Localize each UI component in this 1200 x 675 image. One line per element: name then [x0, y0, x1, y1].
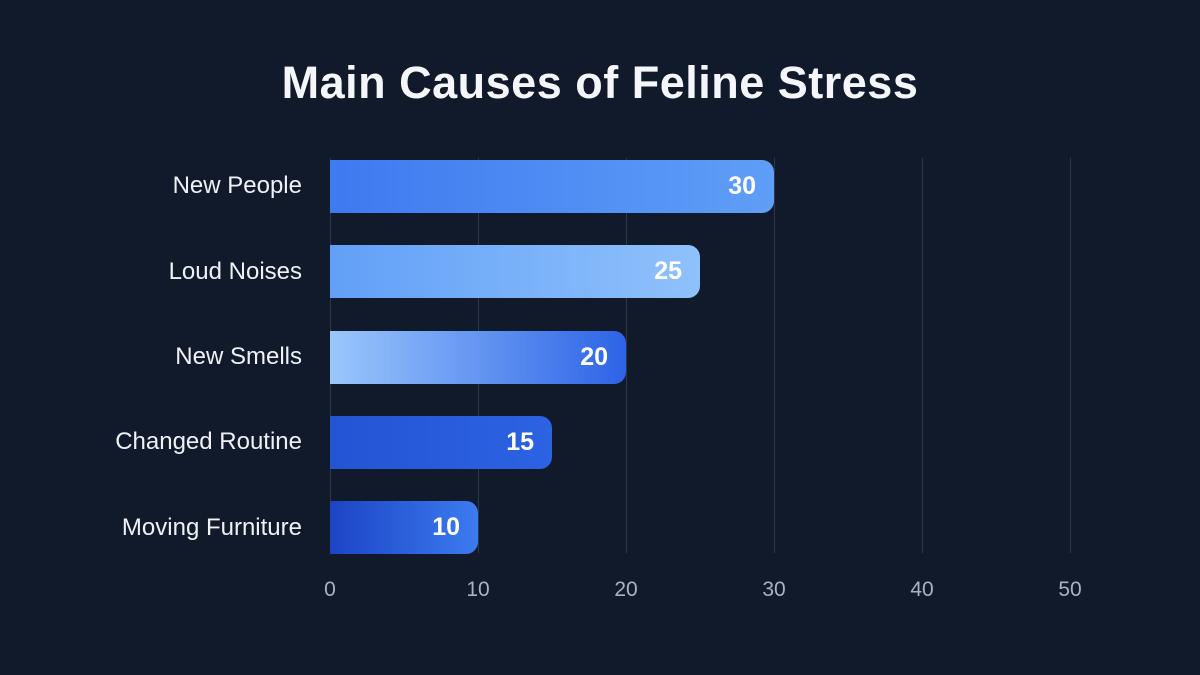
x-tick-label: 40	[910, 578, 934, 601]
gridline	[922, 158, 923, 553]
value-label: 15	[506, 428, 534, 457]
gridline	[1070, 158, 1071, 553]
x-axis: 0 10 20 30 40 50	[0, 578, 1200, 604]
x-tick-label: 50	[1058, 578, 1082, 601]
bar: 20	[330, 330, 626, 384]
bar: 10	[330, 501, 478, 555]
bar-row: Moving Furniture 10	[0, 485, 1200, 570]
gridline	[774, 158, 775, 553]
bar-row: New Smells 20	[0, 315, 1200, 400]
gridline	[626, 158, 627, 553]
category-label: New Smells	[175, 343, 302, 371]
bar-row: New People 30	[0, 144, 1200, 229]
value-label: 30	[728, 172, 756, 201]
value-label: 10	[432, 513, 460, 542]
chart-title: Main Causes of Feline Stress	[281, 57, 919, 108]
x-tick-label: 30	[762, 578, 786, 601]
bar: 15	[330, 416, 552, 470]
x-tick-label: 0	[324, 578, 336, 601]
value-label: 25	[654, 257, 682, 286]
category-label: Changed Routine	[115, 428, 302, 456]
x-tick-label: 10	[466, 578, 490, 601]
category-label: Loud Noises	[168, 257, 302, 285]
value-label: 20	[580, 342, 608, 371]
bar: 25	[330, 245, 700, 299]
bar-row: Changed Routine 15	[0, 400, 1200, 485]
bar-row: Loud Noises 25	[0, 229, 1200, 314]
bar: 30	[330, 160, 774, 214]
category-label: New People	[172, 172, 302, 200]
x-tick-label: 20	[614, 578, 638, 601]
category-label: Moving Furniture	[121, 513, 302, 541]
